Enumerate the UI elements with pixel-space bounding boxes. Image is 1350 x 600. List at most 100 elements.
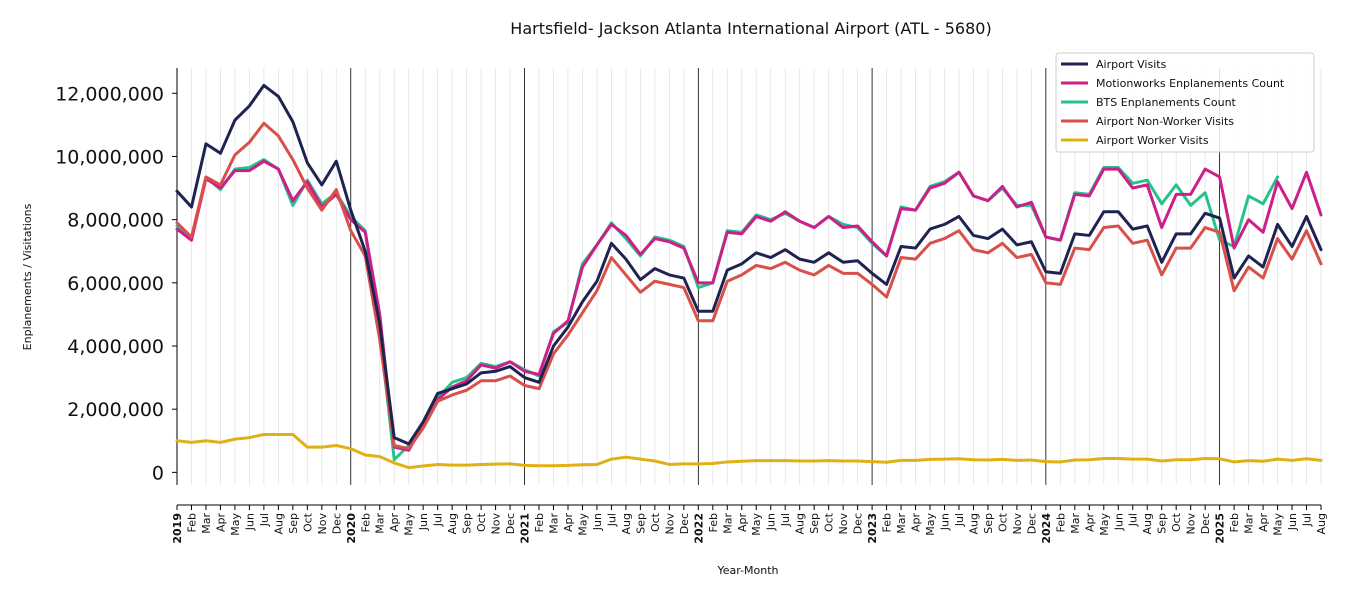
x-tick-label: Jun [938, 513, 951, 531]
x-tick-label: Jun [1286, 513, 1299, 531]
x-tick-label: Jul [953, 513, 966, 527]
x-tick-label: Jul [432, 513, 445, 527]
x-tick-label: Apr [1083, 513, 1096, 533]
y-tick-label: 4,000,000 [67, 336, 164, 358]
series-line-motionworks-enplanements-count [175, 159, 1323, 452]
y-tick-label: 12,000,000 [55, 83, 164, 105]
legend-entry-motionworks-enplanements-count: Motionworks Enplanements Count [1096, 77, 1285, 90]
x-tick-label: Mar [1243, 513, 1256, 534]
legend-box [1055, 52, 1315, 153]
x-tick-label: 2022 [692, 513, 705, 544]
x-tick-label: Feb [1228, 513, 1241, 532]
x-tick-label: Jun [417, 513, 430, 531]
x-tick-label: May [403, 513, 416, 536]
x-tick-label: Dec [504, 513, 517, 534]
x-tick-label: Apr [1257, 513, 1270, 533]
x-tick-label: Apr [388, 513, 401, 533]
series-line-airport-non-worker-visits [175, 121, 1323, 451]
x-tick-label: Feb [1054, 513, 1067, 532]
x-tick-label: Dec [852, 513, 865, 534]
x-tick-label: Sep [287, 513, 300, 534]
series-line-airport-worker-visits [175, 432, 1323, 470]
x-tick-label: Feb [533, 513, 546, 532]
x-tick-label: Sep [982, 513, 995, 534]
x-tick-label: May [1272, 513, 1285, 536]
x-tick-label: Nov [663, 513, 676, 535]
x-tick-label: 2024 [1040, 513, 1053, 544]
x-tick-label: Mar [374, 513, 387, 534]
x-tick-label: Jul [1127, 513, 1140, 527]
y-tick-label: 6,000,000 [67, 273, 164, 295]
legend-entry-airport-worker-visits: Airport Worker Visits [1096, 134, 1209, 147]
y-tick-label: 2,000,000 [67, 399, 164, 421]
x-tick-label: Feb [185, 513, 198, 532]
x-tick-label: 2019 [171, 513, 184, 544]
x-axis-label: Year-Month [716, 564, 778, 577]
y-tick-label: 8,000,000 [67, 210, 164, 232]
x-tick-label: Aug [1315, 513, 1328, 534]
x-tick-label: 2023 [866, 513, 879, 544]
legend: Airport Visits Motionworks Enplanements C… [1055, 52, 1315, 153]
x-tick-label: Nov [837, 513, 850, 535]
x-tick-label: Oct [823, 512, 836, 532]
x-tick-label: Jul [605, 513, 618, 527]
x-tick-label: Mar [1069, 513, 1082, 534]
y-tick-label: 10,000,000 [55, 146, 164, 168]
x-tick-label: Oct [649, 512, 662, 532]
x-tick-label: Mar [895, 513, 908, 534]
chart-title: Hartsfield- Jackson Atlanta Internationa… [510, 19, 991, 38]
x-tick-label: Jul [1301, 513, 1314, 527]
x-tick-label: May [1098, 513, 1111, 536]
x-tick-label: Nov [490, 513, 503, 535]
x-tick-label: Dec [1025, 513, 1038, 534]
x-tick-label: Jun [591, 513, 604, 531]
x-tick-label: Aug [272, 513, 285, 534]
x-tick-label: Aug [967, 513, 980, 534]
x-tick-label: 2021 [519, 513, 532, 544]
x-tick-label: May [924, 513, 937, 536]
x-tick-label: Aug [620, 513, 633, 534]
x-tick-label: Oct [996, 512, 1009, 532]
x-tick-label: Oct [475, 512, 488, 532]
legend-entry-airport-visits: Airport Visits [1096, 58, 1167, 71]
x-tick-label: Jul [258, 513, 271, 527]
series-layer [175, 83, 1323, 470]
series-line-airport-visits [175, 83, 1323, 446]
x-tick-label: Jun [243, 513, 256, 531]
x-tick-label: Jun [1112, 513, 1125, 531]
x-tick-label: Sep [634, 513, 647, 534]
x-tick-label: May [750, 513, 763, 536]
y-tick-label: 0 [152, 462, 164, 484]
x-tick-label: May [229, 513, 242, 536]
x-tick-label: Aug [794, 513, 807, 534]
x-tick-label: Dec [330, 513, 343, 534]
x-tick-label: Nov [1011, 513, 1024, 535]
x-tick-label: Mar [548, 513, 561, 534]
x-tick-label: Feb [359, 513, 372, 532]
x-tick-label: Dec [1199, 513, 1212, 534]
x-tick-label: Oct [1170, 512, 1183, 532]
x-tick-label: Sep [808, 513, 821, 534]
y-axis-label: Enplanements / Visitations [21, 203, 34, 350]
x-tick-label: Feb [707, 513, 720, 532]
legend-entry-airport-non-worker-visits: Airport Non-Worker Visits [1096, 115, 1234, 128]
x-tick-label: Dec [678, 513, 691, 534]
x-tick-label: Apr [562, 513, 575, 533]
x-tick-label: Jul [779, 513, 792, 527]
x-tick-label: Aug [446, 513, 459, 534]
x-tick-label: 2020 [345, 513, 358, 544]
x-tick-label: May [576, 513, 589, 536]
x-tick-label: Mar [721, 513, 734, 534]
legend-entry-bts-enplanements-count: BTS Enplanements Count [1096, 96, 1237, 109]
x-tick-label: Apr [736, 513, 749, 533]
x-tick-label: Mar [200, 513, 213, 534]
x-tick-label: Apr [214, 513, 227, 533]
x-tick-label: Sep [461, 513, 474, 534]
x-tick-label: Nov [1185, 513, 1198, 535]
x-tick-label: Oct [301, 512, 314, 532]
x-tick-label: Apr [910, 513, 923, 533]
x-tick-label: Jun [765, 513, 778, 531]
axes-layer: 0 2,000,000 4,000,000 6,000,000 8,000,000 10,… [55, 68, 1328, 544]
x-tick-label: Aug [1141, 513, 1154, 534]
